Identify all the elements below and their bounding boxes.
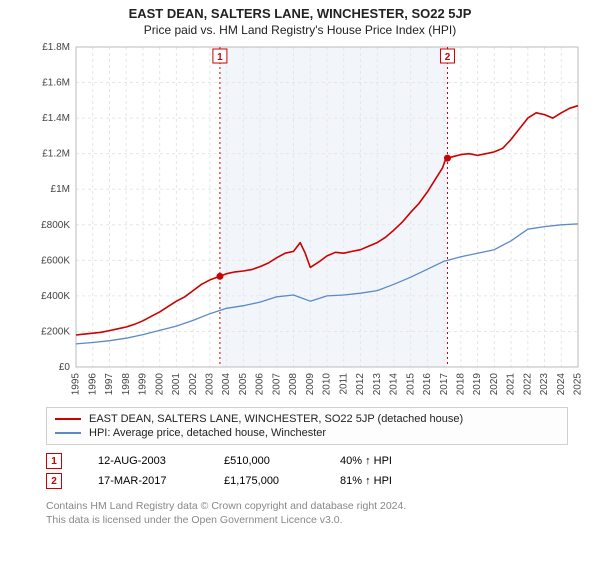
svg-text:2021: 2021	[506, 373, 517, 396]
svg-text:2002: 2002	[188, 373, 199, 396]
sale-price-1: £510,000	[224, 455, 304, 467]
svg-text:2010: 2010	[322, 373, 333, 396]
svg-text:2008: 2008	[288, 373, 299, 396]
legend-box: EAST DEAN, SALTERS LANE, WINCHESTER, SO2…	[46, 407, 568, 445]
sale-date-1: 12-AUG-2003	[98, 455, 188, 467]
footnote-line-1: Contains HM Land Registry data © Crown c…	[46, 499, 568, 513]
svg-text:2019: 2019	[472, 373, 483, 396]
chart-svg: £0 £200K £400K £600K £800K £1M £1.2M £1.4M £1.6M…	[30, 41, 590, 401]
svg-text:£800K: £800K	[41, 220, 70, 231]
legend-swatch-hpi	[55, 432, 81, 434]
svg-text:£200K: £200K	[41, 326, 70, 337]
svg-text:2022: 2022	[522, 373, 533, 396]
legend-row-property: EAST DEAN, SALTERS LANE, WINCHESTER, SO2…	[55, 412, 559, 426]
svg-text:£1.4M: £1.4M	[42, 113, 70, 124]
sale-row-1: 1 12-AUG-2003 £510,000 40% ↑ HPI	[46, 451, 568, 471]
sale-date-2: 17-MAR-2017	[98, 475, 188, 487]
svg-text:2009: 2009	[305, 373, 316, 396]
sales-table: 1 12-AUG-2003 £510,000 40% ↑ HPI 2 17-MA…	[46, 451, 568, 491]
svg-text:2003: 2003	[205, 373, 216, 396]
sale-hpi-1: 40% ↑ HPI	[340, 455, 420, 467]
svg-text:2006: 2006	[255, 373, 266, 396]
svg-text:2020: 2020	[489, 373, 500, 396]
svg-text:1998: 1998	[121, 373, 132, 396]
legend-swatch-property	[55, 418, 81, 420]
sale-row-2: 2 17-MAR-2017 £1,175,000 81% ↑ HPI	[46, 471, 568, 491]
legend-row-hpi: HPI: Average price, detached house, Winc…	[55, 426, 559, 440]
sale-marker-1: 1	[46, 453, 62, 469]
svg-text:2023: 2023	[539, 373, 550, 396]
svg-text:2: 2	[445, 52, 451, 63]
svg-text:1997: 1997	[104, 373, 115, 396]
chart-area: £0 £200K £400K £600K £800K £1M £1.2M £1.4M £1.6M…	[30, 41, 590, 401]
svg-text:2005: 2005	[238, 373, 249, 396]
svg-text:2011: 2011	[338, 373, 349, 395]
svg-text:2024: 2024	[556, 373, 567, 396]
sale-hpi-2: 81% ↑ HPI	[340, 475, 420, 487]
svg-text:£1.6M: £1.6M	[42, 78, 70, 89]
svg-text:£400K: £400K	[41, 291, 70, 302]
svg-text:£1M: £1M	[51, 184, 70, 195]
footnote: Contains HM Land Registry data © Crown c…	[46, 499, 568, 527]
chart-subtitle: Price paid vs. HM Land Registry's House …	[0, 23, 600, 37]
sale-marker-2: 2	[46, 473, 62, 489]
svg-text:2018: 2018	[456, 373, 467, 396]
chart-title: EAST DEAN, SALTERS LANE, WINCHESTER, SO2…	[0, 6, 600, 21]
svg-text:1: 1	[217, 52, 223, 63]
svg-text:1996: 1996	[87, 373, 98, 396]
svg-text:£600K: £600K	[41, 255, 70, 266]
svg-text:2015: 2015	[405, 373, 416, 396]
footnote-line-2: This data is licensed under the Open Gov…	[46, 513, 568, 527]
svg-text:2007: 2007	[271, 373, 282, 396]
legend-label-property: EAST DEAN, SALTERS LANE, WINCHESTER, SO2…	[89, 413, 463, 425]
svg-text:1995: 1995	[71, 373, 82, 396]
svg-text:2001: 2001	[171, 373, 182, 396]
svg-text:2013: 2013	[372, 373, 383, 396]
svg-text:£0: £0	[59, 362, 71, 373]
svg-text:2017: 2017	[439, 373, 450, 396]
svg-text:2004: 2004	[221, 373, 232, 396]
svg-text:2000: 2000	[154, 373, 165, 396]
svg-text:2012: 2012	[355, 373, 366, 396]
legend-label-hpi: HPI: Average price, detached house, Winc…	[89, 427, 326, 439]
svg-text:2014: 2014	[389, 373, 400, 396]
svg-text:2016: 2016	[422, 373, 433, 396]
svg-text:£1.2M: £1.2M	[42, 149, 70, 160]
svg-text:2025: 2025	[573, 373, 584, 396]
chart-container: EAST DEAN, SALTERS LANE, WINCHESTER, SO2…	[0, 6, 600, 566]
svg-text:1999: 1999	[138, 373, 149, 396]
svg-text:£1.8M: £1.8M	[42, 42, 70, 53]
sale-price-2: £1,175,000	[224, 475, 304, 487]
